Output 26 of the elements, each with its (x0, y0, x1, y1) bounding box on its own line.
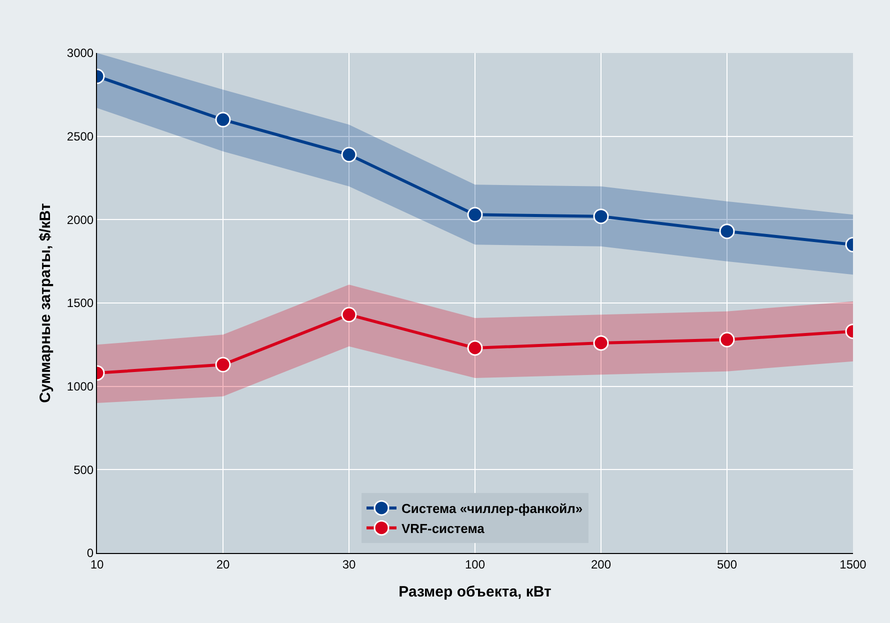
point (215, 112, 231, 128)
y-axis-title: Суммарные затраты, $/кВт (37, 203, 54, 403)
x-tick-label: 30 (342, 557, 356, 572)
point (467, 206, 483, 222)
point (719, 332, 735, 348)
x-tick-label: 500 (716, 557, 738, 572)
y-tick-label: 2500 (66, 130, 94, 144)
point (593, 335, 609, 351)
y-tick-label: 1000 (66, 380, 94, 394)
x-tick-label: 1500 (840, 557, 867, 572)
y-tick-label: 2000 (66, 212, 94, 227)
y-tick-label: 500 (74, 462, 94, 477)
point (593, 208, 609, 224)
point (467, 340, 483, 356)
y-tick-label: 1500 (66, 296, 94, 310)
y-tick-label: 3000 (66, 46, 94, 60)
x-axis-title: Размер объекта, кВт (398, 583, 552, 600)
point (341, 146, 357, 162)
point (719, 224, 735, 240)
legend-label: VRF-система (402, 520, 486, 536)
x-tick-label: 100 (464, 557, 486, 572)
point (215, 356, 231, 372)
legend-label: Система «чиллер-фанкойл» (402, 501, 583, 516)
point (341, 306, 357, 322)
x-tick-label: 200 (590, 557, 612, 572)
x-tick-label: 20 (216, 557, 230, 572)
